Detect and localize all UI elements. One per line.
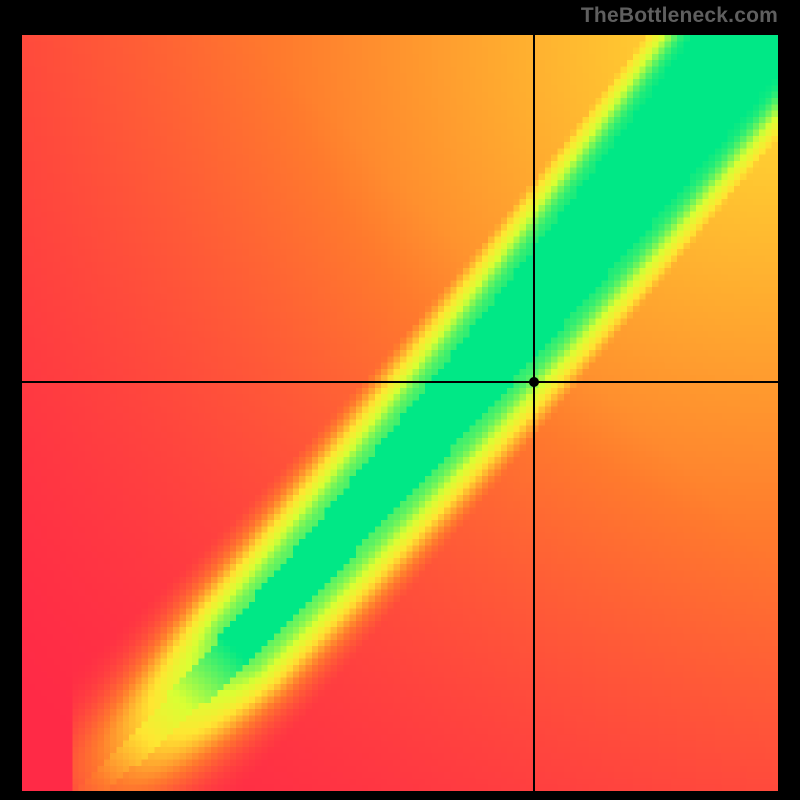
heatmap-plot-area bbox=[22, 35, 778, 791]
heatmap-canvas bbox=[22, 35, 778, 791]
attribution-text: TheBottleneck.com bbox=[581, 4, 778, 28]
crosshair-vertical bbox=[533, 35, 535, 791]
crosshair-horizontal bbox=[22, 381, 778, 383]
crosshair-marker bbox=[529, 377, 539, 387]
